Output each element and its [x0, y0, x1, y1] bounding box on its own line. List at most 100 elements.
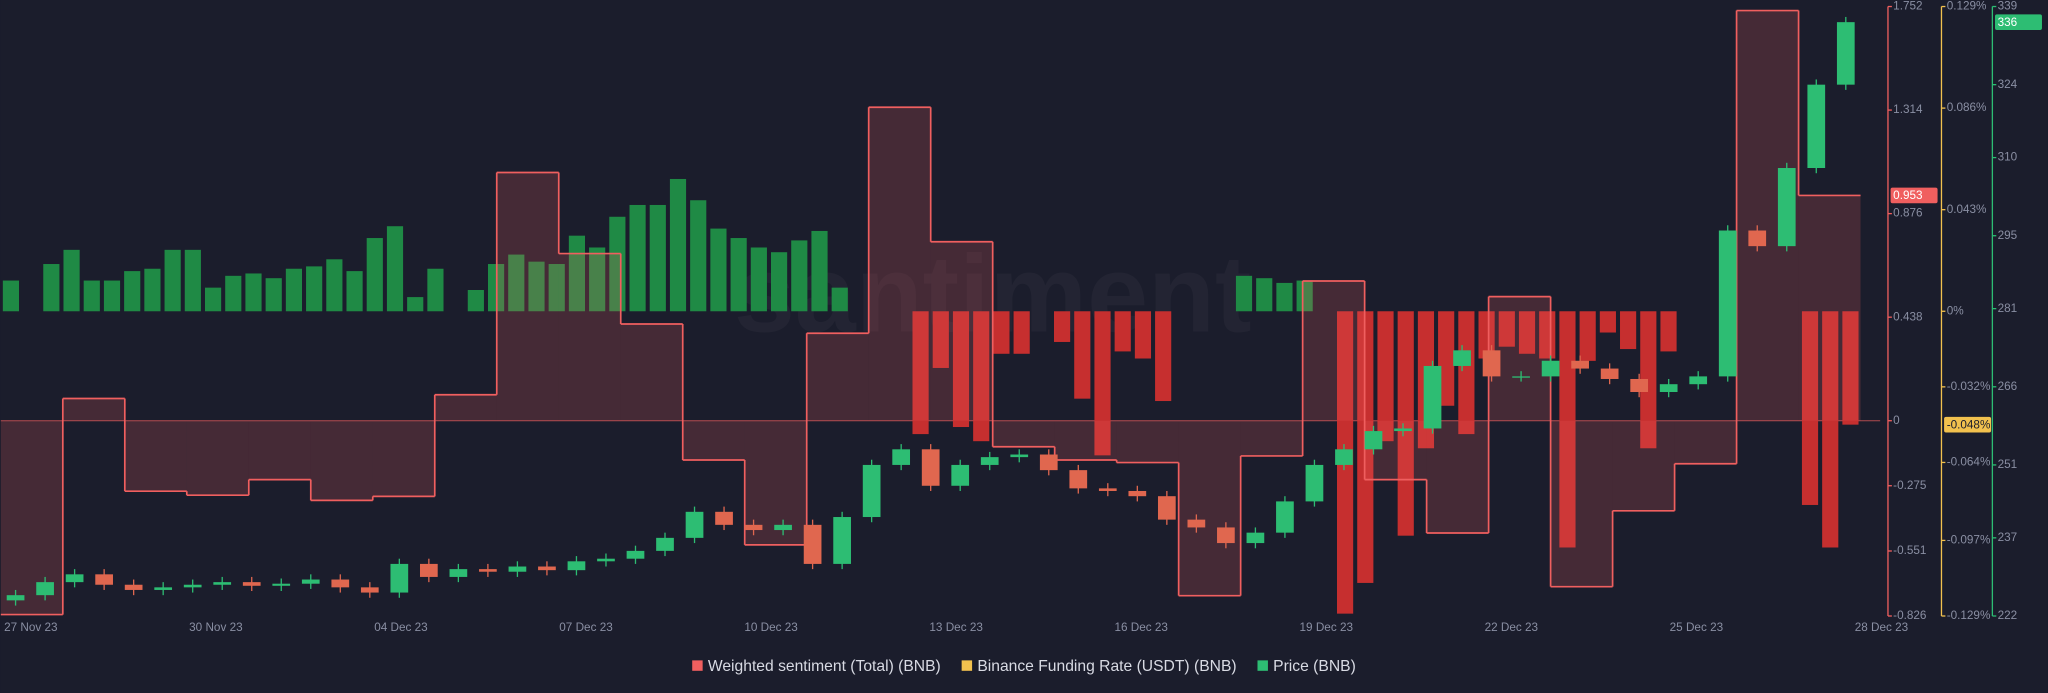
sentiment-area	[248, 420, 311, 480]
legend-swatch[interactable]	[961, 660, 973, 671]
candle-body	[1689, 376, 1708, 385]
candle-body	[1276, 501, 1294, 533]
sentiment-area	[682, 420, 745, 460]
x-tick-label: 13 Dec 23	[929, 621, 983, 634]
candle-body	[1039, 454, 1058, 471]
funding-bar	[629, 204, 646, 312]
legend-swatch[interactable]	[692, 660, 703, 671]
y-tick-label: 310	[1998, 151, 2018, 164]
funding-bar	[770, 252, 788, 312]
funding-bar	[1074, 311, 1091, 399]
sentiment-area	[1550, 420, 1613, 587]
candle-body	[833, 517, 851, 564]
sentiment-area	[806, 333, 869, 421]
funding-bar	[1438, 311, 1455, 406]
y-tick-label: 295	[1998, 229, 2018, 242]
funding-bar	[144, 268, 161, 312]
sentiment-area	[1302, 281, 1365, 421]
funding-bar	[285, 268, 303, 312]
sentiment-area	[1116, 420, 1179, 463]
last-value-label: 0.953	[1893, 189, 1923, 202]
funding-bar	[649, 204, 666, 312]
candle-body	[1571, 360, 1589, 369]
candle-body	[1364, 431, 1383, 450]
funding-bar	[1458, 311, 1475, 435]
candle-body	[1482, 350, 1501, 377]
sentiment-area	[744, 420, 807, 545]
funding-bar	[164, 249, 181, 312]
last-value-badge	[1944, 416, 1992, 433]
candle-body	[921, 449, 940, 486]
last-value-label: 336	[1998, 16, 2018, 29]
last-value-label: -0.048%	[1947, 418, 1991, 431]
candle-body	[1305, 464, 1324, 502]
candle-body	[1836, 22, 1855, 85]
funding-bar	[568, 235, 586, 312]
candle-body	[626, 550, 645, 559]
legend-label[interactable]: Binance Funding Rate (USDT) (BNB)	[977, 658, 1236, 675]
y-tick-label: -0.551	[1893, 544, 1926, 557]
candle-body	[744, 524, 763, 531]
candle-body	[36, 582, 54, 596]
sentiment-area	[1240, 420, 1303, 456]
y-tick-label: -0.097%	[1947, 534, 1991, 547]
candle-body	[1718, 230, 1737, 377]
funding-bar	[1013, 311, 1030, 354]
candle-body	[390, 563, 409, 593]
candle-body	[65, 574, 84, 583]
sentiment-area	[1612, 420, 1675, 511]
candle-body	[1512, 376, 1530, 378]
y-tick-label: -0.064%	[1947, 456, 1991, 469]
candle-body	[124, 584, 143, 590]
y-tick-label: 237	[1998, 531, 2018, 544]
y-tick-label: -0.129%	[1947, 609, 1991, 622]
y-tick-label: 266	[1998, 380, 2018, 393]
sentiment-area	[434, 394, 497, 421]
legend-swatch[interactable]	[1257, 660, 1268, 671]
sentiment-area	[1054, 420, 1117, 460]
funding-bar	[1276, 282, 1293, 312]
sentiment-area	[372, 420, 435, 497]
x-tick-label: 07 Dec 23	[559, 621, 613, 634]
funding-bar	[1822, 311, 1839, 548]
funding-bar	[1235, 275, 1253, 312]
funding-bar	[831, 287, 848, 312]
funding-bar	[103, 280, 121, 312]
legend-label[interactable]: Weighted sentiment (Total) (BNB)	[708, 658, 941, 675]
candle-body	[419, 563, 438, 577]
candle-body	[1394, 428, 1412, 432]
funding-bar	[750, 247, 767, 312]
candle-body	[597, 558, 615, 562]
funding-bar	[407, 297, 424, 312]
candle-body	[1777, 168, 1796, 247]
candle-body	[1453, 350, 1471, 366]
candle-body	[1157, 496, 1176, 520]
funding-bar	[225, 275, 242, 312]
sentiment-area	[1426, 420, 1489, 534]
x-tick-label: 19 Dec 23	[1300, 621, 1354, 634]
x-tick-label: 28 Dec 23	[1855, 621, 1909, 634]
candle-body	[862, 464, 881, 518]
sentiment-area	[62, 398, 125, 421]
funding-bar	[1155, 311, 1172, 402]
y-tick-label: 1.752	[1893, 0, 1922, 13]
candle-body	[538, 566, 556, 571]
candle-body	[1659, 384, 1678, 393]
candle-body	[951, 464, 970, 486]
funding-bar	[811, 230, 828, 312]
funding-bar	[1478, 311, 1495, 359]
funding-bar	[306, 266, 323, 312]
sentiment-area	[1178, 420, 1241, 596]
legend-label[interactable]: Price (BNB)	[1273, 658, 1356, 675]
candle-body	[331, 579, 350, 588]
sentiment-area	[558, 253, 621, 421]
funding-bar	[386, 226, 404, 312]
y-tick-label: 0%	[1947, 304, 1965, 317]
candle-body	[183, 584, 202, 588]
y-tick-label: 0.086%	[1947, 101, 1987, 114]
candle-body	[6, 595, 25, 601]
funding-bar	[1842, 311, 1859, 425]
candle-body	[508, 566, 527, 572]
